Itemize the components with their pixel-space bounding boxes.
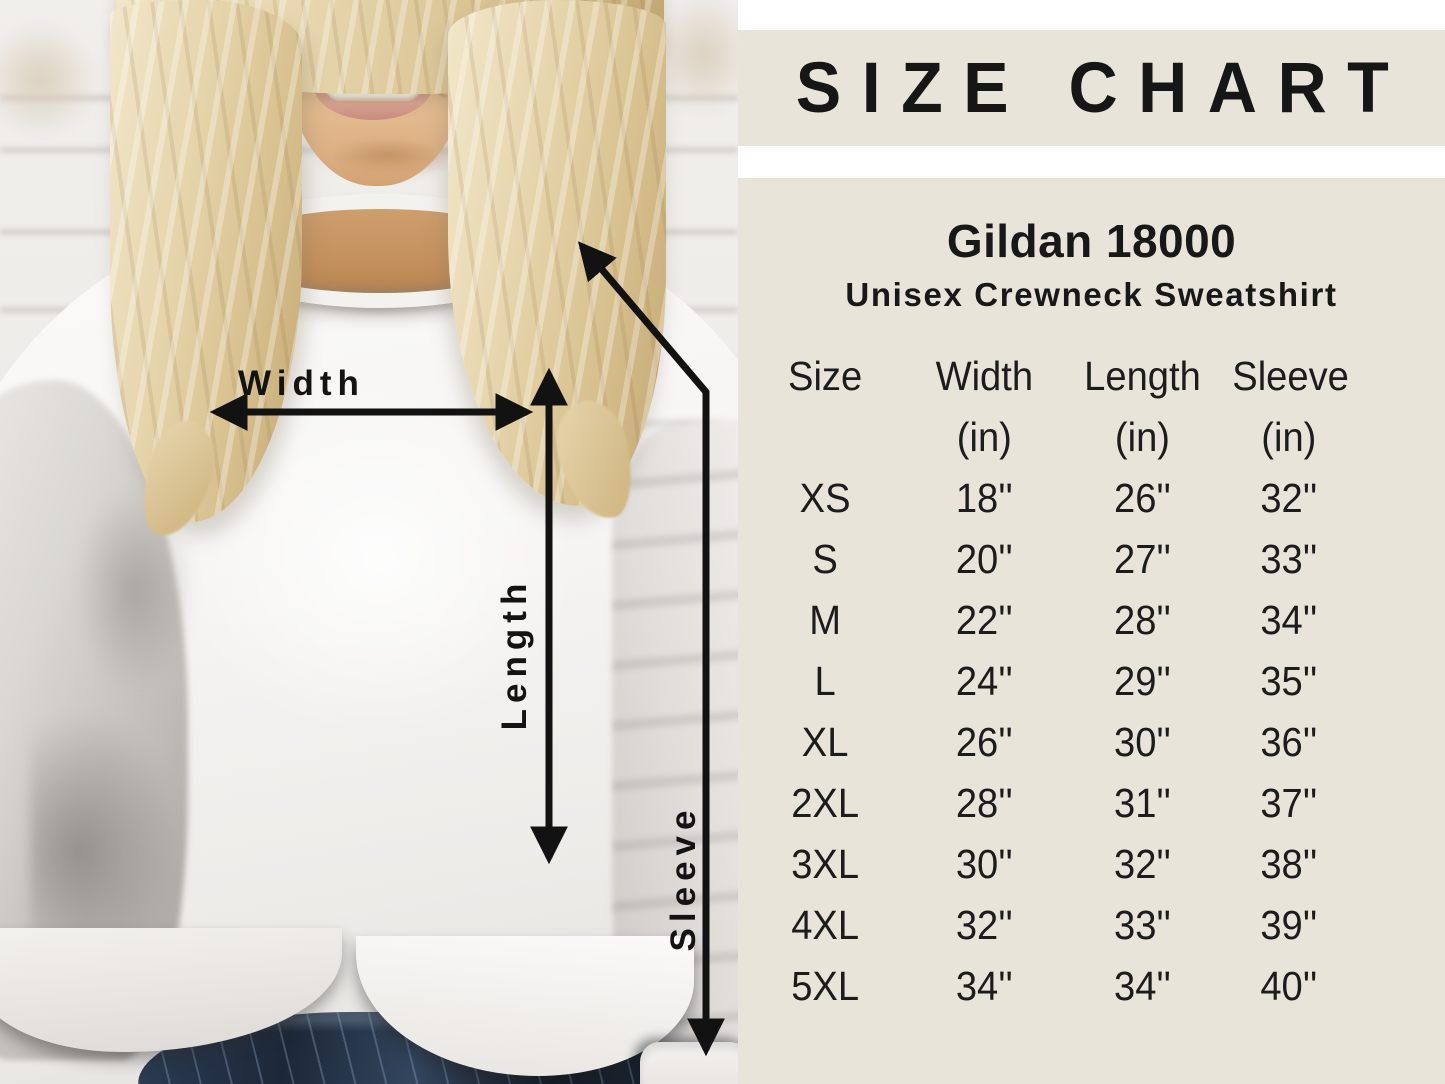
header-length: Length	[1084, 353, 1201, 399]
panel-content: Gildan 18000 Unisex Crewneck Sweatshirt …	[738, 178, 1445, 1084]
header-sleeve: Sleeve	[1232, 353, 1349, 399]
width-cell: 28''	[956, 780, 1014, 826]
sleeve-label: Sleeve	[664, 804, 703, 952]
length-cell: 29''	[1113, 658, 1171, 704]
size-cell: 2XL	[791, 780, 860, 826]
sleeve-cell: 33''	[1260, 536, 1318, 582]
length-cell: 27''	[1113, 536, 1171, 582]
table-row: 4XL 32'' 33'' 39''	[738, 895, 1445, 956]
header-width: Width	[935, 353, 1034, 399]
length-cell: 31''	[1113, 780, 1171, 826]
table-unit-row: (in) (in) (in)	[738, 407, 1445, 468]
size-cell: 5XL	[791, 963, 860, 1009]
table-row: 5XL 34'' 34'' 40''	[738, 956, 1445, 1017]
size-cell: 3XL	[791, 841, 860, 887]
width-cell: 24''	[956, 658, 1014, 704]
size-cell: M	[809, 597, 841, 643]
unit-length: (in)	[1114, 414, 1170, 460]
sleeve-cell: 39''	[1260, 902, 1318, 948]
panel-gap	[738, 146, 1445, 178]
table-body: XS 18'' 26'' 32'' S 20'' 27'' 33'' M 22'' 28'' 34''…	[738, 468, 1445, 1017]
table-row: XS 18'' 26'' 32''	[738, 468, 1445, 529]
table-row: M 22'' 28'' 34''	[738, 590, 1445, 651]
panel-gap	[738, 0, 1445, 30]
size-cell: L	[814, 658, 836, 704]
wall-blur-patch	[0, 20, 100, 140]
size-chart-panel: SIZE CHART Gildan 18000 Unisex Crewneck …	[738, 0, 1445, 1084]
width-cell: 26''	[956, 719, 1014, 765]
table-row: XL 26'' 30'' 36''	[738, 712, 1445, 773]
length-cell: 30''	[1113, 719, 1171, 765]
sleeve-cuff	[640, 1042, 738, 1084]
page-title: SIZE CHART	[795, 48, 1409, 128]
product-photo: Width Length Sleeve	[0, 0, 738, 1084]
table-row: 3XL 30'' 32'' 38''	[738, 834, 1445, 895]
width-cell: 32''	[956, 902, 1014, 948]
width-cell: 20''	[956, 536, 1014, 582]
length-cell: 33''	[1113, 902, 1171, 948]
width-cell: 22''	[956, 597, 1014, 643]
sleeve-cell: 34''	[1260, 597, 1318, 643]
table-row: S 20'' 27'' 33''	[738, 529, 1445, 590]
header-size: Size	[788, 353, 863, 399]
sleeve-cell: 35''	[1260, 658, 1318, 704]
unit-sleeve: (in)	[1261, 414, 1317, 460]
unit-width: (in)	[957, 414, 1013, 460]
product-subtitle: Unisex Crewneck Sweatshirt	[845, 276, 1338, 313]
size-cell: 4XL	[791, 902, 860, 948]
sleeve-cell: 36''	[1260, 719, 1318, 765]
table-row: 2XL 28'' 31'' 37''	[738, 773, 1445, 834]
size-cell: XS	[799, 475, 851, 521]
sleeve-cell: 38''	[1260, 841, 1318, 887]
length-label: Length	[495, 577, 534, 731]
length-cell: 34''	[1113, 963, 1171, 1009]
length-cell: 28''	[1113, 597, 1171, 643]
sleeve-cell: 40''	[1260, 963, 1318, 1009]
width-cell: 34''	[956, 963, 1014, 1009]
product-name: Gildan 18000	[946, 215, 1237, 267]
sleeve-cell: 32''	[1260, 475, 1318, 521]
width-label: Width	[238, 364, 365, 403]
table-header-row: Size Width Length Sleeve	[738, 346, 1445, 407]
size-cell: S	[812, 536, 838, 582]
size-cell: XL	[801, 719, 849, 765]
size-table: Size Width Length Sleeve (in) (in) (in) …	[738, 346, 1445, 1017]
sleeve-cell: 37''	[1260, 780, 1318, 826]
chin-shadow	[330, 138, 446, 172]
width-cell: 30''	[956, 841, 1014, 887]
width-cell: 18''	[956, 475, 1014, 521]
length-cell: 26''	[1113, 475, 1171, 521]
length-cell: 32''	[1113, 841, 1171, 887]
title-band: SIZE CHART	[738, 30, 1445, 146]
table-row: L 24'' 29'' 35''	[738, 651, 1445, 712]
